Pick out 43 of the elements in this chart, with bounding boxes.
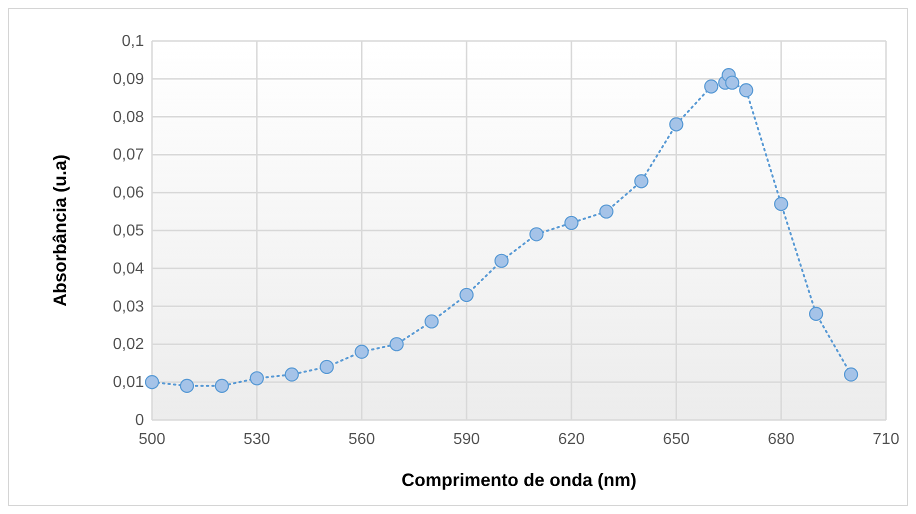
x-tick-label: 560 [348,431,376,448]
point [599,204,614,219]
point [459,288,474,302]
x-tick-label: 620 [558,431,585,448]
x-tick-label: 650 [662,431,690,448]
point [634,174,648,188]
point [390,337,404,352]
point [424,314,439,329]
point [704,79,718,94]
point [725,76,740,90]
point [529,227,544,242]
y-tick-label: 0,03 [112,298,144,316]
y-tick-label: 0 [135,412,144,429]
point [844,367,858,382]
y-tick-label: 0,01 [112,374,144,392]
x-tick-label: 680 [768,431,795,448]
y-tick-label: 0,07 [112,146,144,164]
point [494,254,509,268]
x-tick-label: 530 [244,431,270,448]
point [739,83,754,98]
point [214,378,230,393]
point [808,306,824,321]
point [144,375,160,390]
x-tick-label: 590 [453,431,480,448]
x-tick-label: 500 [138,431,166,448]
y-tick-label: 0,09 [112,70,144,88]
point [564,216,579,230]
y-tick-label: 0,1 [122,33,144,50]
point [320,360,334,374]
y-tick-label: 0,08 [112,108,144,126]
y-tick-label: 0,06 [112,184,144,202]
point [250,371,264,386]
point [284,367,299,382]
point [774,196,788,212]
y-tick-label: 0,04 [112,260,144,278]
point [180,378,194,393]
x-axis-title: Comprimento de onda (nm) [402,470,636,490]
y-tick-label: 0,02 [112,336,144,354]
y-tick-label: 0,05 [112,222,144,240]
y-axis-title: Absorbância (u.a) [50,154,70,307]
point [354,344,369,359]
point [669,117,684,132]
x-tick-label: 710 [872,431,900,448]
